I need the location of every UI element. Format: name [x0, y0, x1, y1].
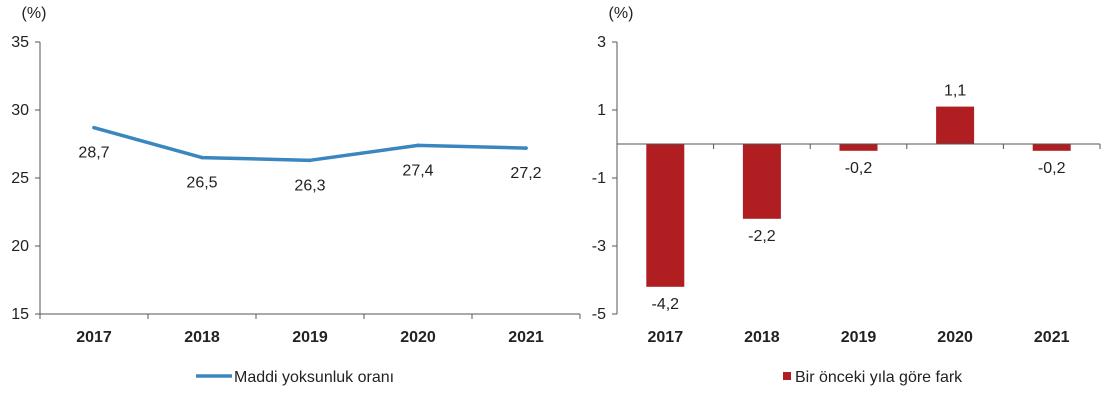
right-x-tick-label: 2017 [648, 329, 684, 346]
right-legend-swatch [783, 372, 791, 380]
left-y-tick-label: 25 [11, 170, 29, 187]
left-x-tick-label: 2021 [508, 329, 544, 346]
right-bar [839, 144, 878, 151]
right-x-tick-label: 2019 [841, 329, 877, 346]
left-data-label: 27,2 [510, 165, 541, 182]
left-y-tick-label: 30 [11, 102, 29, 119]
right-bar [936, 106, 975, 144]
right-data-label: -0,2 [845, 160, 873, 177]
right-bar [742, 144, 781, 219]
left-x-tick-label: 2019 [292, 329, 328, 346]
left-data-label: 27,4 [402, 162, 433, 179]
left-x-tick-label: 2017 [76, 329, 112, 346]
left-series-line [92, 125, 528, 163]
right-x-tick-label: 2018 [744, 329, 780, 346]
right-x-tick-label: 2021 [1034, 329, 1070, 346]
left-unit-label: (%) [22, 5, 47, 22]
right-data-label: -4,2 [652, 296, 680, 313]
right-unit-label: (%) [609, 5, 634, 22]
right-data-label: 1,1 [944, 83, 966, 100]
right-y-tick-label: -1 [592, 170, 606, 187]
left-x-tick-label: 2018 [184, 329, 220, 346]
left-data-point [416, 143, 420, 148]
right-legend-label: Bir önceki yıla göre fark [795, 369, 963, 386]
left-y-tick-label: 20 [11, 238, 29, 255]
right-x-tick-label: 2020 [937, 329, 973, 346]
right-bar [646, 144, 685, 287]
right-y-tick-label: 1 [597, 102, 606, 119]
right-y-tick-label: -3 [592, 238, 606, 255]
left-data-label: 26,5 [186, 175, 217, 192]
right-y-tick-label: -5 [592, 306, 606, 323]
right-y-tick-label: 3 [597, 34, 606, 51]
left-data-point [92, 125, 96, 130]
right-data-label: -2,2 [748, 228, 776, 245]
left-data-label: 26,3 [294, 177, 325, 194]
left-legend-label: Maddi yoksunluk oranı [234, 369, 394, 386]
left-x-tick-label: 2020 [400, 329, 436, 346]
left-data-point [308, 158, 312, 163]
left-y-tick-label: 15 [11, 306, 29, 323]
left-y-tick-label: 35 [11, 34, 29, 51]
right-data-label: -0,2 [1038, 160, 1066, 177]
right-bar [1032, 144, 1071, 151]
left-data-point [200, 155, 204, 160]
left-data-label: 28,7 [78, 145, 109, 162]
left-data-point [524, 146, 528, 150]
